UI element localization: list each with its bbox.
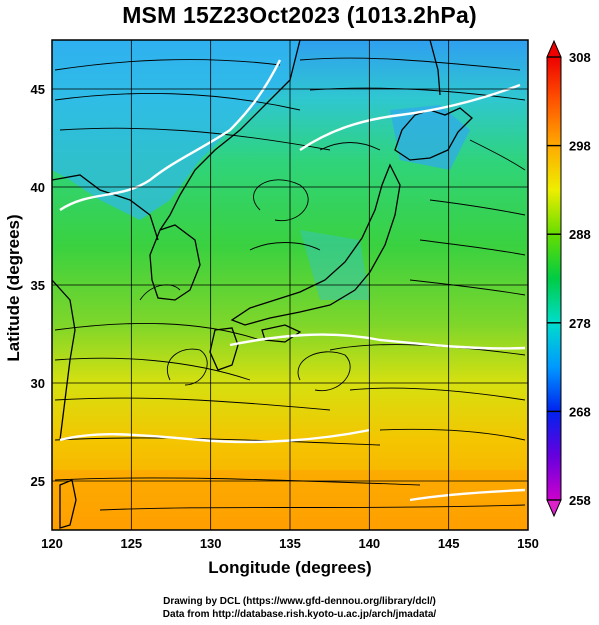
y-tick-label: 30 [31,376,45,391]
y-tick-label: 35 [31,278,45,293]
y-tick-label: 45 [31,82,45,97]
colorbar-tick-label: 258 [569,493,591,508]
x-tick-label: 150 [517,536,539,551]
x-tick-labels: 120 125 130 135 140 145 150 [41,536,539,551]
colorbar: 258 268 278 288 298 308 [546,39,591,518]
credit-drawing: Drawing by DCL (https://www.gfd-dennou.o… [163,596,436,607]
colorbar-tick-label: 278 [569,316,591,331]
plot-frame [51,39,529,531]
x-tick-label: 135 [279,536,301,551]
colorbar-tick-label: 268 [569,404,591,419]
x-tick-label: 130 [200,536,222,551]
y-tick-labels: 25 30 35 40 45 [31,82,45,489]
colorbar-max-arrow [546,39,562,58]
colorbar-tick-label: 308 [569,50,591,65]
colorbar-tick-label: 288 [569,227,591,242]
colorbar-tick-label: 298 [569,139,591,154]
credits: Drawing by DCL (https://www.gfd-dennou.o… [0,595,599,621]
coastlines [52,40,473,529]
x-tick-label: 145 [438,536,460,551]
isotherm-contours [59,59,526,502]
credit-data: Data from http://database.rish.kyoto-u.a… [162,609,437,620]
graticule [52,40,528,530]
map-title: MSM 15Z23Oct2023 (1013.2hPa) [122,2,477,28]
wind-streamlines [54,57,526,511]
x-tick-label: 125 [120,536,142,551]
x-tick-label: 120 [41,536,63,551]
y-tick-label: 40 [31,180,45,195]
y-tick-label: 25 [31,474,45,489]
colorbar-min-arrow [546,499,562,518]
x-tick-label: 140 [358,536,380,551]
x-axis-label: Longitude (degrees) [208,558,372,577]
colorbar-ramp [546,56,562,501]
